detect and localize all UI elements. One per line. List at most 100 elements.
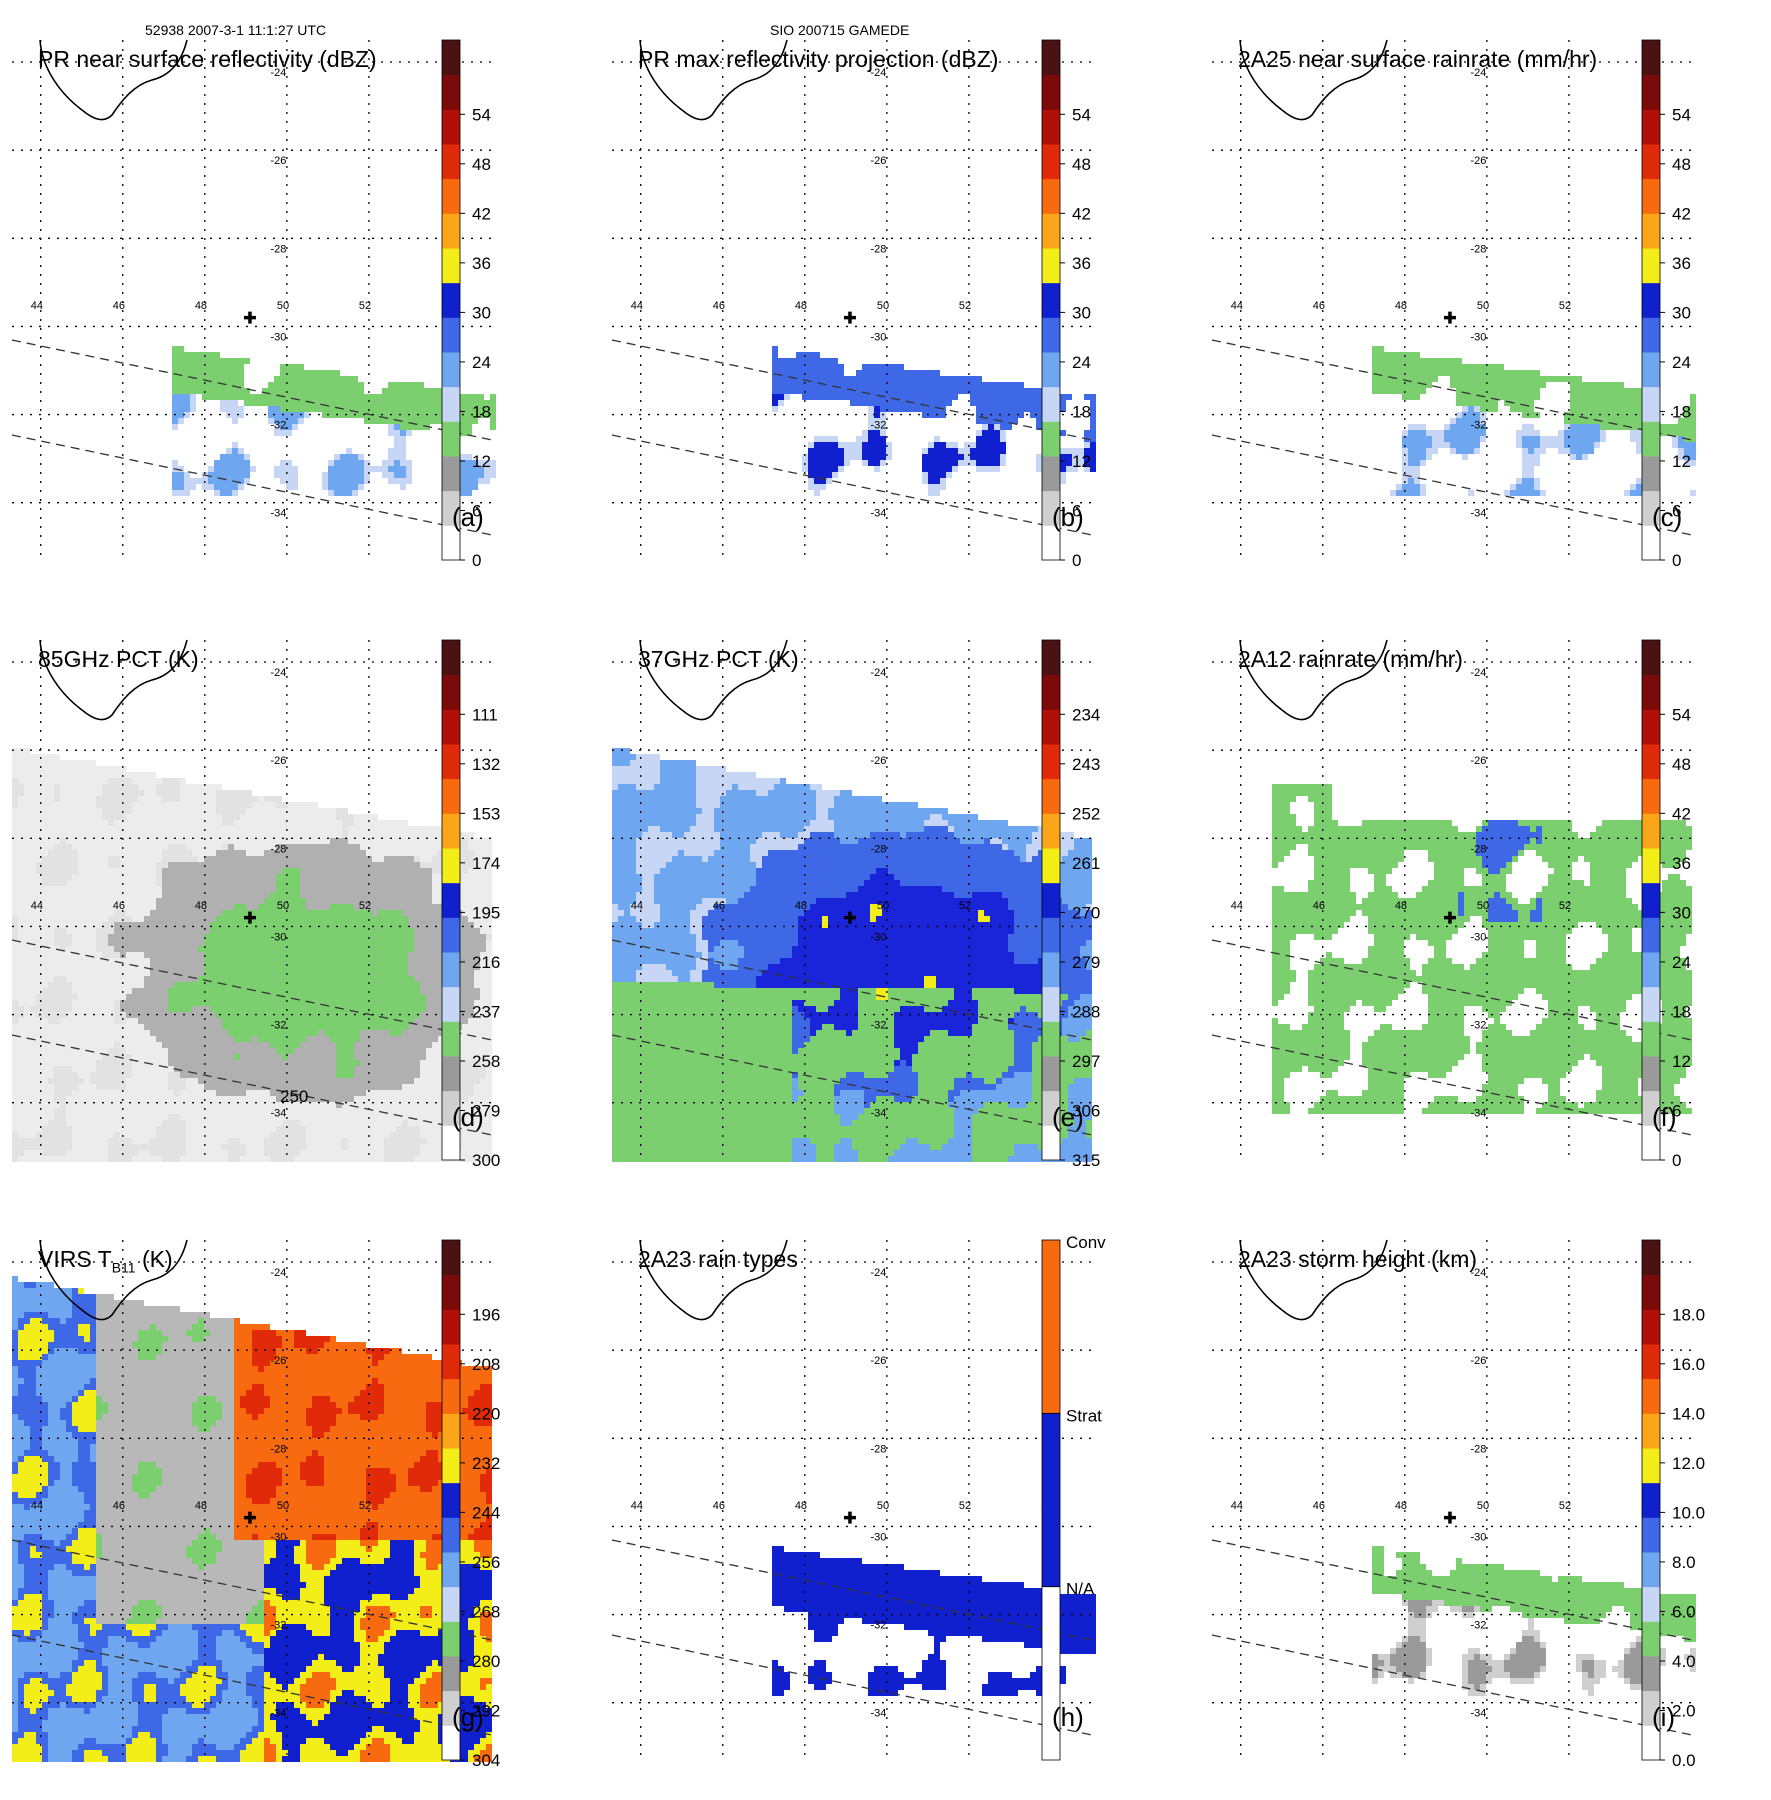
pixel	[48, 1006, 54, 1012]
pixel	[300, 868, 306, 874]
pixel	[372, 940, 378, 946]
pixel	[172, 460, 178, 466]
pixel	[276, 982, 282, 988]
pixel	[216, 814, 222, 820]
pixel	[384, 1000, 390, 1006]
pixel	[198, 844, 204, 850]
pixel	[432, 982, 438, 988]
pixel	[324, 832, 330, 838]
pixel	[360, 886, 366, 892]
pixel	[1420, 454, 1426, 460]
pixel	[288, 820, 294, 826]
pixel	[172, 358, 178, 364]
pixel	[1408, 466, 1414, 472]
pixel	[348, 988, 354, 994]
pixel	[306, 850, 312, 856]
pixel	[78, 850, 84, 856]
pixel	[126, 874, 132, 880]
pixel	[408, 970, 414, 976]
pixel	[372, 814, 378, 820]
pixel	[186, 940, 192, 946]
pixel	[234, 892, 240, 898]
pixel	[1570, 388, 1576, 394]
pixel	[300, 916, 306, 922]
pixel	[222, 814, 228, 820]
pixel	[264, 958, 270, 964]
pixel	[90, 856, 96, 862]
pixel	[168, 1006, 174, 1012]
pixel	[84, 958, 90, 964]
pixel	[486, 874, 492, 880]
pixel	[18, 826, 24, 832]
pixel	[994, 460, 1000, 466]
pixel	[240, 850, 246, 856]
pixel	[874, 454, 880, 460]
pixel	[210, 784, 216, 790]
pixel	[96, 1000, 102, 1006]
pixel	[394, 430, 400, 436]
pixel	[1414, 454, 1420, 460]
pixel	[72, 976, 78, 982]
pixel	[126, 934, 132, 940]
pixel	[42, 832, 48, 838]
pixel	[832, 370, 838, 376]
pixel	[328, 382, 334, 388]
pixel	[238, 454, 244, 460]
pixel	[394, 466, 400, 472]
pixel	[240, 886, 246, 892]
colorbar-segment	[1042, 213, 1060, 248]
pixel	[1408, 484, 1414, 490]
pixel	[246, 820, 252, 826]
pixel	[1522, 466, 1528, 472]
pixel	[330, 874, 336, 880]
pixel	[1426, 430, 1432, 436]
pixel	[318, 880, 324, 886]
pixel	[210, 928, 216, 934]
pixel	[430, 418, 436, 424]
pixel	[348, 928, 354, 934]
pixel	[156, 964, 162, 970]
pixel	[102, 928, 108, 934]
pixel	[372, 1006, 378, 1012]
pixel	[378, 922, 384, 928]
pixel	[334, 490, 340, 496]
pixel	[114, 880, 120, 886]
pixel	[1684, 424, 1690, 430]
pixel	[1012, 388, 1018, 394]
pixel	[276, 964, 282, 970]
pixel	[30, 880, 36, 886]
pixel	[832, 454, 838, 460]
pixel	[216, 886, 222, 892]
pixel	[1600, 388, 1606, 394]
pixel	[178, 352, 184, 358]
pixel	[462, 874, 468, 880]
pixel	[186, 910, 192, 916]
pixel	[1690, 490, 1696, 496]
pixel	[312, 856, 318, 862]
pixel	[214, 388, 220, 394]
pixel	[432, 1006, 438, 1012]
pixel	[172, 382, 178, 388]
pixel	[12, 880, 18, 886]
pixel	[952, 442, 958, 448]
pixel	[300, 988, 306, 994]
pixel	[316, 388, 322, 394]
pixel	[378, 892, 384, 898]
pixel	[126, 802, 132, 808]
pixel	[264, 1000, 270, 1006]
pixel	[928, 394, 934, 400]
pixel	[1396, 370, 1402, 376]
pixel	[396, 856, 402, 862]
pixel	[412, 406, 418, 412]
pixel	[228, 934, 234, 940]
pixel	[1426, 448, 1432, 454]
pixel	[408, 868, 414, 874]
pixel	[24, 958, 30, 964]
pixel	[1690, 394, 1696, 400]
pixel	[772, 400, 778, 406]
pixel	[72, 922, 78, 928]
pixel	[66, 1000, 72, 1006]
pixel	[126, 796, 132, 802]
pixel	[156, 886, 162, 892]
pixel	[378, 844, 384, 850]
